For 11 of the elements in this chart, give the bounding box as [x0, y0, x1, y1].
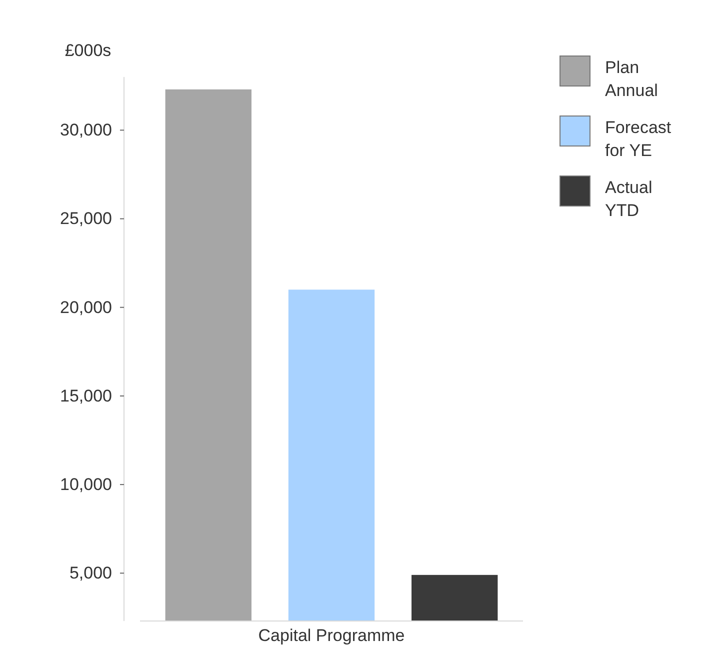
y-tick-label: 20,000: [60, 298, 112, 317]
y-tick-label: 25,000: [60, 209, 112, 228]
x-tick-label: Capital Programme: [258, 626, 405, 646]
legend-label: Actual YTD: [605, 178, 652, 220]
legend-label: Forecast for YE: [605, 118, 672, 160]
y-tick-label: 5,000: [69, 564, 112, 583]
y-tick-label: 10,000: [60, 474, 112, 494]
y-tick-label: 15,000: [60, 386, 112, 406]
y-axis-title: £000s: [64, 41, 112, 60]
y-tick-label: 30,000: [60, 120, 112, 140]
legend-label: Plan Annual: [605, 58, 658, 100]
